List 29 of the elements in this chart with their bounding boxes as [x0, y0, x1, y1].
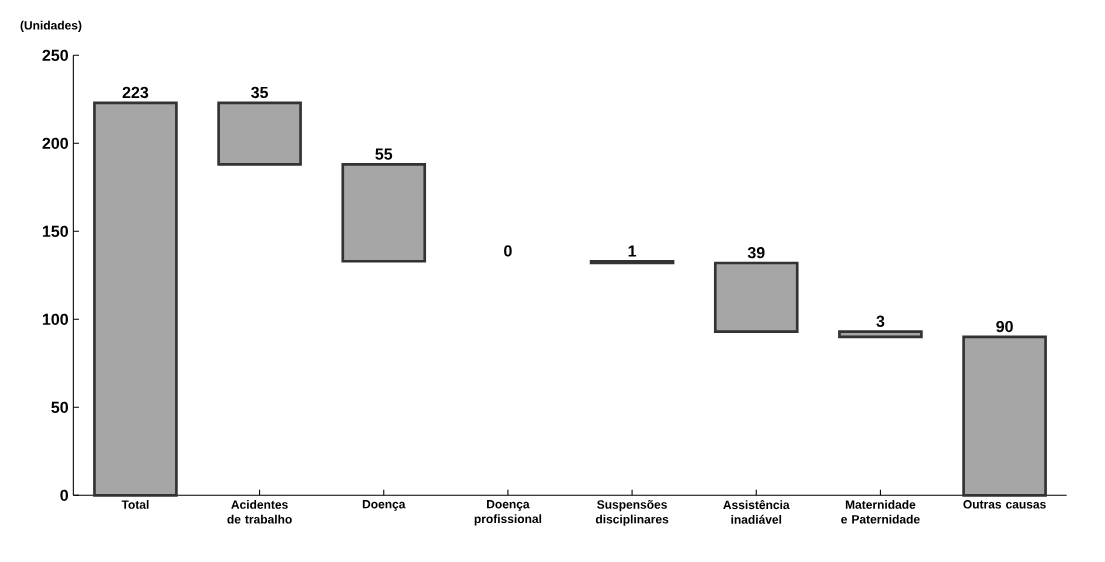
bar — [217, 101, 302, 166]
x-tick-label: Outras causas — [963, 500, 1046, 509]
data-label: 39 — [747, 246, 765, 259]
x-tick-label: Assistência inadiável — [723, 500, 790, 524]
x-tick-label: Total — [121, 500, 149, 509]
x-tick-label: Doença — [362, 500, 406, 511]
data-label: 223 — [122, 86, 149, 99]
bar — [962, 335, 1047, 497]
y-axis-title: (Unidades) — [20, 20, 82, 32]
x-tick-label: Suspensões disciplinares — [595, 500, 669, 526]
annotation: 0 — [504, 245, 512, 257]
y-tick-label: 100 — [42, 313, 68, 325]
data-label: 90 — [996, 320, 1013, 333]
x-tick-label: Maternidade e Paternidade — [841, 500, 920, 524]
bar — [838, 330, 923, 339]
bar — [713, 261, 799, 333]
bar — [341, 163, 427, 263]
data-label: 1 — [628, 245, 637, 257]
bar — [93, 101, 178, 497]
y-tick-label: 150 — [42, 225, 68, 237]
data-label: 55 — [375, 148, 393, 160]
x-tick-label: Acidentes de trabalho — [227, 500, 292, 524]
data-label: 3 — [876, 315, 885, 327]
data-label: 35 — [251, 86, 269, 99]
y-tick-label: 0 — [60, 489, 68, 501]
y-tick-label: 200 — [42, 137, 68, 149]
y-tick-label: 250 — [42, 49, 68, 61]
x-tick-label: Doença profissional — [474, 500, 542, 526]
y-tick-label: 50 — [51, 401, 68, 413]
